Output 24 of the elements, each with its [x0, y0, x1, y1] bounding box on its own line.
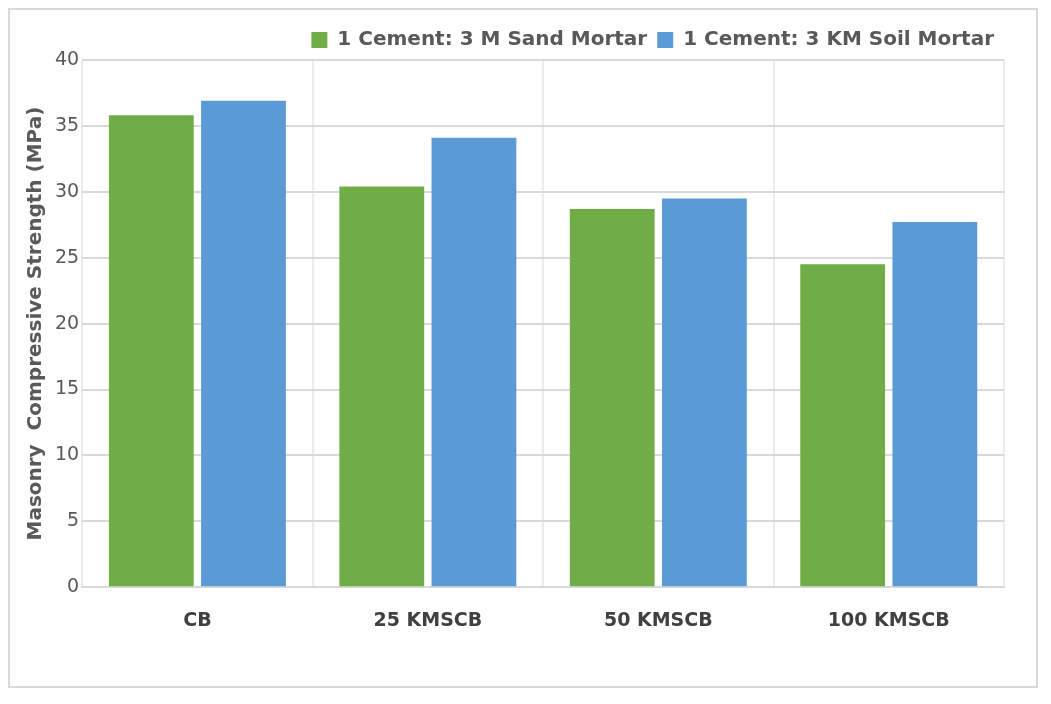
- y-tick-label: 40: [54, 46, 80, 69]
- y-tick-label: 5: [67, 508, 80, 531]
- bar: [201, 100, 286, 587]
- y-tick-label: 10: [54, 442, 80, 465]
- y-tick-label: 15: [54, 376, 80, 399]
- y-tick-label: 35: [54, 112, 80, 135]
- bar: [108, 115, 194, 587]
- y-tick-label: 30: [54, 178, 80, 201]
- x-tick-label: 50 KMSCB: [603, 607, 713, 630]
- legend-label: 1 Cement: 3 M Sand Mortar: [337, 26, 648, 51]
- bar: [892, 222, 978, 587]
- y-tick-label: 25: [54, 244, 80, 267]
- y-tick-label: 20: [54, 310, 80, 333]
- bar: [339, 186, 425, 587]
- legend-label: 1 Cement: 3 KM Soil Mortar: [683, 26, 995, 51]
- bar: [569, 208, 655, 587]
- bar: [800, 264, 886, 587]
- x-tick-label: 100 KMSCB: [827, 607, 950, 630]
- bar: [662, 198, 747, 587]
- bar: [431, 137, 517, 587]
- y-tick-label: 0: [67, 574, 80, 597]
- x-tick-label: 25 KMSCB: [373, 607, 483, 630]
- x-tick-label: CB: [183, 607, 212, 630]
- y-axis-title: Masonry Compressive Strength (MPa): [22, 106, 47, 541]
